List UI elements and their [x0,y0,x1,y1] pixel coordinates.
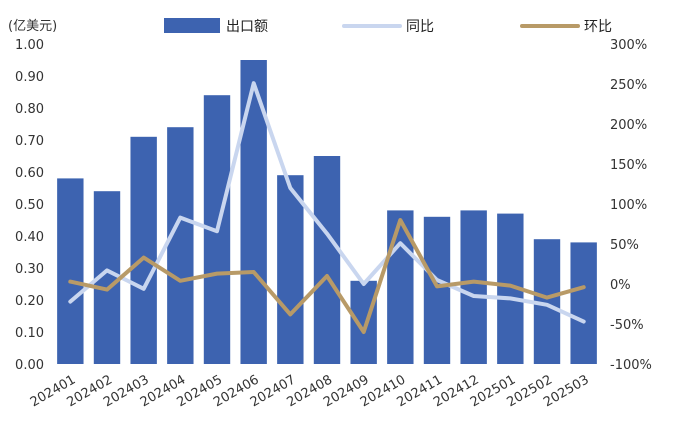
right-axis-tick-label: 50% [610,238,639,253]
legend-label: 出口额 [226,19,268,35]
legend-label: 环比 [584,19,612,35]
bar [277,175,303,364]
left-axis-tick-label: 0.10 [15,326,44,341]
left-axis-tick-label: 0.90 [15,70,44,85]
bar [424,217,450,364]
right-axis-ticks: -100% -50% 0% 50% 100% 150% 200% 250% 300% [610,38,652,373]
y-axis-unit-label: (亿美元) [8,19,57,34]
x-axis-ticks: 2024012024022024032024042024052024062024… [28,372,592,410]
legend-swatch [164,18,220,33]
bar [570,242,596,364]
left-axis-tick-label: 0.60 [15,166,44,181]
left-axis-tick-label: 0.20 [15,294,44,309]
right-axis-tick-label: 300% [610,38,647,53]
right-axis-tick-label: 250% [610,78,647,93]
left-axis-tick-label: 0.80 [15,102,44,117]
bar-series [57,60,597,364]
right-axis-tick-label: 150% [610,158,647,173]
right-axis-tick-label: -50% [610,318,644,333]
right-axis-tick-label: 200% [610,118,647,133]
bar [167,127,193,364]
bar [460,210,486,364]
bar [130,137,156,364]
bar [314,156,340,364]
left-axis-tick-label: 0.40 [15,230,44,245]
right-axis-tick-label: -100% [610,358,652,373]
legend-label: 同比 [406,19,434,35]
bar [350,281,376,364]
left-axis-tick-label: 0.50 [15,198,44,213]
left-axis-tick-label: 0.70 [15,134,44,149]
right-axis-tick-label: 0% [610,278,631,293]
right-axis-tick-label: 100% [610,198,647,213]
bar [57,178,83,364]
left-axis-tick-label: 0.00 [15,358,44,373]
left-axis-tick-label: 0.30 [15,262,44,277]
legend: 出口额 同比 环比 [164,18,612,35]
left-axis-tick-label: 1.00 [15,38,44,53]
left-axis-ticks: 0.00 0.10 0.20 0.30 0.40 0.50 0.60 0.70 0.80 0.90… [15,38,44,373]
